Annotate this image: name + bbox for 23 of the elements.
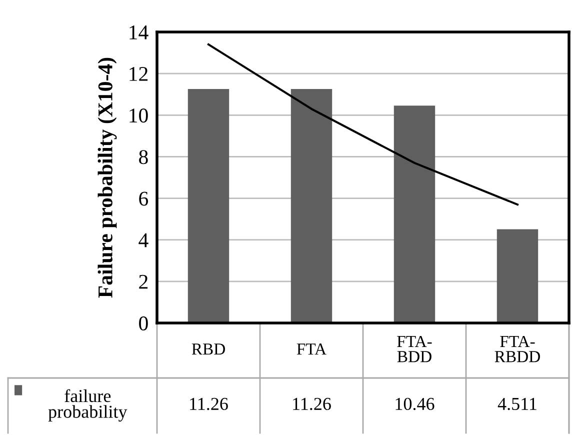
data-label: 11.26 [293, 398, 331, 410]
y-tick-label: 12 [130, 67, 148, 81]
y-tick-label: 10 [130, 108, 148, 123]
y-tick-label: 14 [130, 25, 148, 40]
x-tick-label: RBD [192, 344, 225, 355]
y-axis-title: Failure probability (X10-4) [98, 58, 117, 298]
data-label: 11.26 [190, 398, 228, 410]
y-tick-label: 2 [139, 274, 148, 289]
legend-label: failure probability [48, 389, 128, 422]
bar [290, 88, 332, 323]
y-tick-label: 8 [139, 150, 148, 164]
x-tick-label: FTA [296, 344, 326, 355]
bar [188, 88, 230, 323]
line-series [207, 43, 519, 206]
x-tick-label: FTA-BDD [397, 336, 432, 362]
y-tick-label: 4 [138, 233, 148, 248]
data-label: 10.46 [396, 398, 434, 410]
bar [394, 106, 436, 323]
x-tick-label: FTA-RBDD [494, 336, 540, 362]
bar [496, 229, 538, 323]
y-tick-label: 6 [139, 192, 148, 206]
y-tick-label: 0 [139, 316, 148, 330]
data-label: 4.511 [498, 398, 536, 410]
